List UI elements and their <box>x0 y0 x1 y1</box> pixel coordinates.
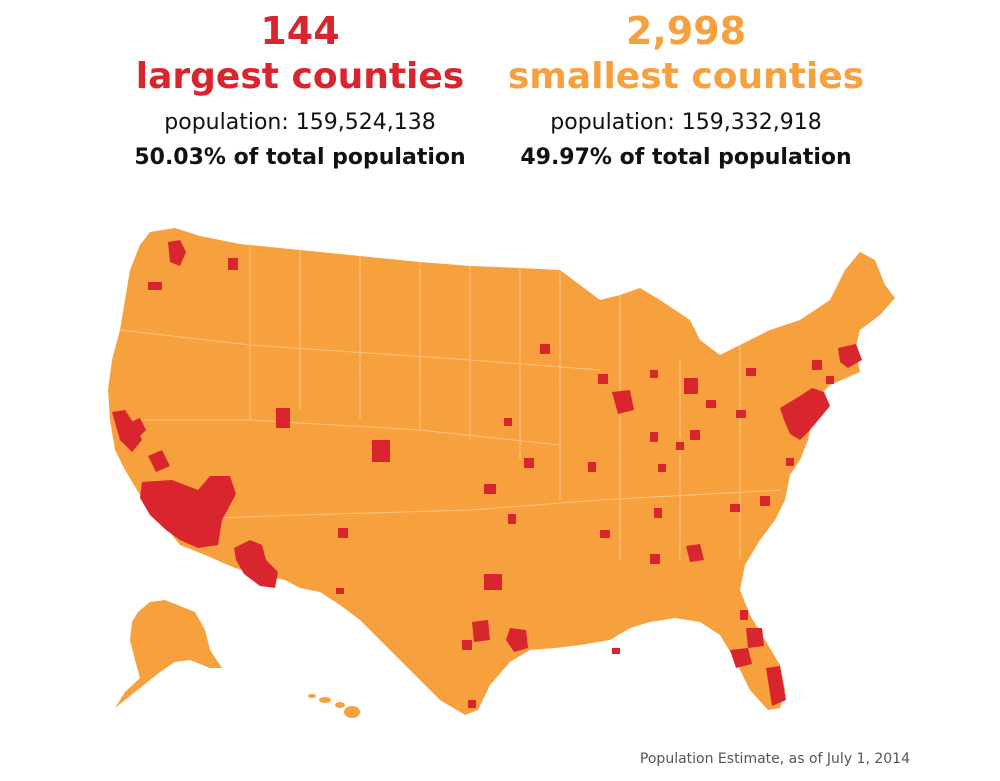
county-sacramento <box>130 418 146 438</box>
county-kansas-city <box>524 458 534 468</box>
county-pittsburgh <box>736 410 746 418</box>
county-virginia-beach <box>786 458 794 466</box>
county-tampa <box>730 648 752 668</box>
county-charlotte <box>730 504 740 512</box>
county-south-florida <box>766 666 786 706</box>
county-bay-area <box>112 410 142 452</box>
largest-counties-population: population: 159,524,138 <box>164 110 436 135</box>
county-northeast-corridor <box>780 388 830 440</box>
county-boston <box>838 344 862 368</box>
county-cincinnati <box>676 442 684 450</box>
county-columbus <box>690 430 700 440</box>
county-new-orleans <box>612 648 620 654</box>
largest-counties-count: 144 <box>260 9 340 53</box>
smallest-counties-share: 49.97% of total population <box>520 145 852 170</box>
smallest-counties-region <box>108 228 895 718</box>
county-albany <box>812 360 822 370</box>
county-san-antonio <box>462 640 472 650</box>
county-salt-lake <box>276 408 290 428</box>
county-albuquerque <box>338 528 348 538</box>
county-buffalo <box>746 368 756 376</box>
largest-counties-share: 50.03% of total population <box>134 145 466 170</box>
county-phoenix <box>234 540 278 588</box>
smallest-counties-population: population: 159,332,918 <box>550 110 822 135</box>
county-oklahoma <box>484 484 496 494</box>
county-corpus <box>468 700 476 708</box>
county-omaha <box>504 418 512 426</box>
largest-counties-stat: 144 largest counties population: 159,524… <box>80 8 520 176</box>
smallest-counties-count: 2,998 <box>625 9 747 53</box>
county-spokane <box>228 258 238 270</box>
us-county-map <box>108 228 895 718</box>
population-estimate-note: Population Estimate, as of July 1, 2014 <box>639 751 910 767</box>
smallest-counties-label: smallest counties <box>507 56 865 97</box>
county-grand-rapids <box>650 370 658 378</box>
county-chicago <box>612 390 634 414</box>
county-birmingham <box>650 554 660 564</box>
smallest-counties-stat: 2,998 smallest counties population: 159,… <box>466 8 906 176</box>
county-st-louis <box>588 462 596 472</box>
county-indianapolis <box>650 432 658 442</box>
county-raleigh <box>760 496 770 506</box>
largest-counties-label: largest counties <box>135 56 465 97</box>
county-memphis <box>600 530 610 538</box>
county-jacksonville <box>740 610 748 620</box>
county-louisville <box>658 464 666 472</box>
county-orlando <box>746 628 764 648</box>
state-borders <box>115 244 781 560</box>
county-seattle <box>168 240 186 266</box>
county-nashville <box>654 508 662 518</box>
county-atlanta <box>686 544 704 562</box>
county-milwaukee <box>598 374 608 384</box>
county-cleveland <box>706 400 716 408</box>
largest-counties-region <box>112 240 862 708</box>
alaska-shape <box>115 600 222 708</box>
county-houston <box>506 628 528 652</box>
county-minneapolis <box>540 344 550 354</box>
hawaii-shape <box>308 694 360 718</box>
county-austin <box>472 620 490 642</box>
county-hartford <box>826 376 834 384</box>
county-wichita <box>508 514 516 524</box>
county-el-paso <box>336 588 344 594</box>
contiguous-us-shape <box>108 228 895 715</box>
county-denver <box>372 440 390 462</box>
county-portland <box>148 282 162 290</box>
county-southern-california <box>140 476 236 548</box>
county-fresno <box>148 450 170 472</box>
county-dallas <box>484 574 502 590</box>
county-detroit <box>684 378 698 394</box>
